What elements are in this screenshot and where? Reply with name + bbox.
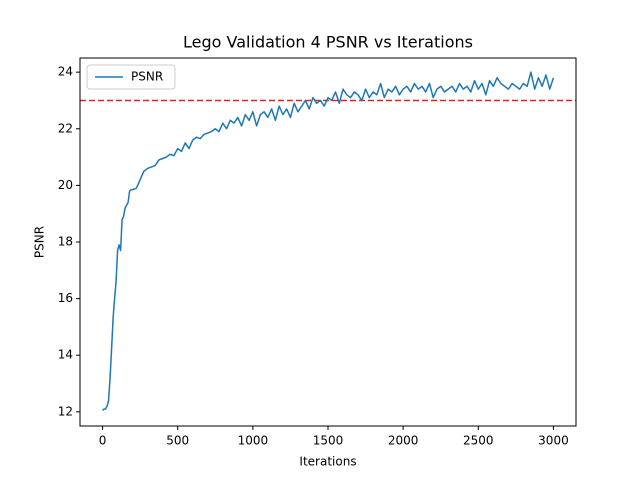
y-tick-label: 14: [58, 348, 73, 362]
y-tick-label: 18: [58, 235, 73, 249]
y-axis-label: PSNR: [33, 226, 47, 258]
x-tick-label: 0: [99, 434, 107, 448]
data-line: [102, 71, 555, 411]
y-tick-label: 12: [58, 404, 73, 418]
x-tick-label: 2000: [388, 434, 419, 448]
y-tick-label: 16: [58, 291, 73, 305]
x-tick-label: 2500: [463, 434, 494, 448]
x-axis-label: Iterations: [299, 455, 356, 469]
x-tick-label: 1500: [313, 434, 344, 448]
x-tick-label: 3000: [538, 434, 569, 448]
y-tick-label: 20: [58, 178, 73, 192]
x-tick-label: 500: [166, 434, 189, 448]
legend-label: PSNR: [131, 70, 163, 84]
chart-title: Lego Validation 4 PSNR vs Iterations: [183, 33, 473, 52]
legend-box: [86, 64, 176, 90]
y-tick-label: 24: [58, 65, 73, 79]
plot-frame: [79, 57, 577, 427]
x-tick-label: 1000: [238, 434, 269, 448]
y-tick-label: 22: [58, 121, 73, 135]
